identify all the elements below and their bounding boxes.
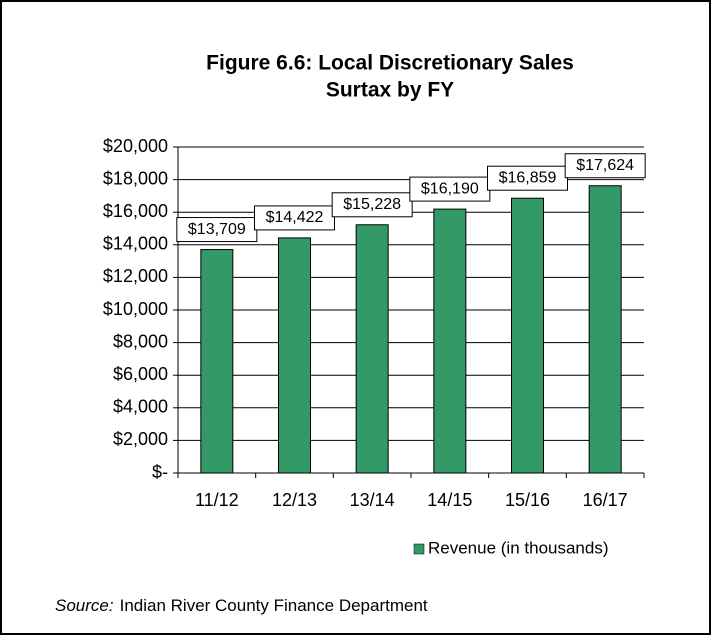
x-tick-label: 11/12	[195, 490, 239, 510]
y-tick-label: $6,000	[113, 364, 168, 384]
data-label: $13,709	[188, 221, 246, 238]
data-label-box	[487, 165, 568, 191]
y-tick-label: $2,000	[113, 429, 168, 449]
source: Source: Indian River County Finance Depar…	[55, 596, 428, 615]
x-tick-label: 16/17	[583, 490, 628, 510]
x-tick-label: 12/13	[272, 490, 317, 510]
data-label: $16,190	[421, 180, 479, 197]
bar	[278, 237, 311, 474]
legend-label: Revenue (in thousands)	[428, 538, 609, 557]
y-tick-label: $8,000	[113, 331, 168, 351]
data-label-box	[409, 176, 491, 202]
bar	[200, 249, 234, 474]
x-tick-label: 13/14	[350, 490, 395, 510]
source-label: Source:	[55, 596, 114, 615]
data-label-box	[564, 153, 646, 179]
chart-title: Surtax by FY	[326, 79, 454, 102]
y-tick-label: $14,000	[103, 234, 168, 254]
y-tick-label: $16,000	[103, 201, 168, 221]
bar	[511, 197, 544, 474]
bar	[588, 185, 622, 474]
x-tick-label: 15/16	[505, 490, 550, 510]
data-label-box	[331, 192, 413, 218]
bar	[355, 224, 389, 474]
x-tick-label: 14/15	[427, 490, 472, 510]
chart-title: Figure 6.6: Local Discretionary Sales	[206, 52, 574, 75]
legend-swatch	[413, 543, 425, 555]
data-label: $15,228	[343, 196, 401, 213]
y-tick-label: $12,000	[103, 266, 168, 286]
data-label: $14,422	[266, 209, 324, 226]
data-label-box	[254, 205, 335, 231]
bar	[433, 208, 467, 474]
y-tick-label: $-	[152, 462, 168, 482]
source-text: Indian River County Finance Department	[120, 596, 428, 615]
data-label: $17,624	[576, 157, 634, 174]
y-tick-label: $20,000	[103, 136, 168, 156]
y-tick-label: $10,000	[103, 299, 168, 319]
y-tick-label: $4,000	[113, 397, 168, 417]
data-label: $16,859	[499, 169, 557, 186]
y-tick-label: $18,000	[103, 168, 168, 188]
